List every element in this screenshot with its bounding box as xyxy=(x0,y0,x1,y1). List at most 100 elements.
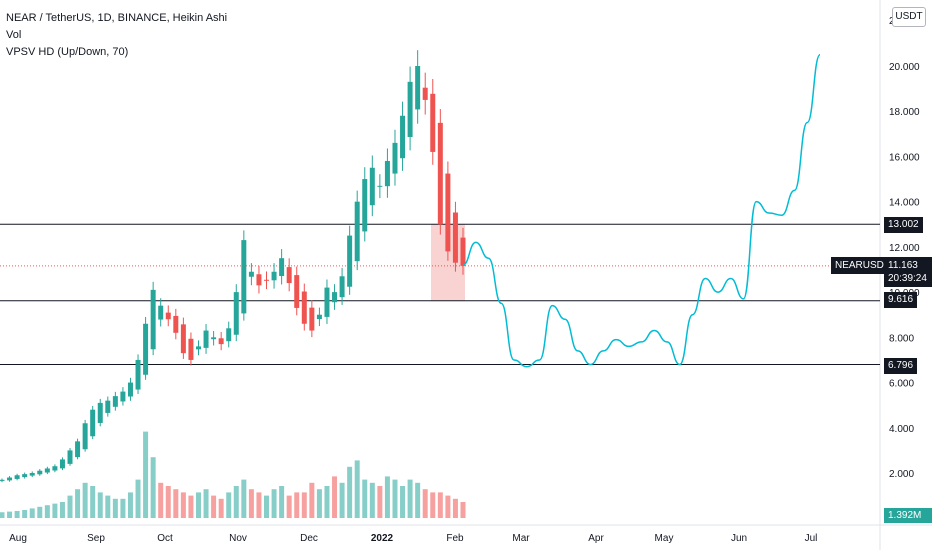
volume-bar xyxy=(362,479,368,518)
volume-bar xyxy=(22,510,28,518)
volume-bar xyxy=(279,486,285,518)
y-tick-label: 2.000 xyxy=(889,469,914,480)
currency-selector[interactable]: USDT xyxy=(892,7,926,27)
candle-body xyxy=(324,287,330,317)
candle-body xyxy=(241,240,247,314)
candle-body xyxy=(301,291,307,324)
candle-body xyxy=(384,160,390,187)
candle-body xyxy=(430,93,436,152)
volume-bar xyxy=(241,479,247,518)
candle-body xyxy=(316,314,322,320)
y-tick-label: 20.000 xyxy=(889,62,920,73)
y-tick-label: 12.000 xyxy=(889,243,920,254)
volume-bar xyxy=(271,489,277,518)
volume-bar xyxy=(188,495,194,518)
candle-body xyxy=(14,475,20,479)
candle-body xyxy=(195,346,201,350)
candle-body xyxy=(52,466,58,471)
volume-bar xyxy=(203,489,209,518)
volume-bar xyxy=(233,486,239,518)
candle-body xyxy=(173,315,179,333)
volume-bar xyxy=(377,486,383,518)
candle-body xyxy=(82,423,88,450)
volume-bar xyxy=(294,492,300,518)
volume-bar xyxy=(150,457,156,518)
volume-bar xyxy=(286,495,292,518)
volume-bar xyxy=(347,466,353,518)
y-tick-label: 18.000 xyxy=(889,107,920,118)
volume-bar xyxy=(158,482,164,518)
candle-body xyxy=(264,279,270,281)
candle-body xyxy=(415,66,421,110)
current-price-box: 11.163 20:39:24 xyxy=(884,257,932,287)
x-tick-label: Jun xyxy=(731,533,747,544)
volume-bar xyxy=(324,486,330,518)
candle-body xyxy=(362,179,368,232)
symbol-tag: NEARUSDT xyxy=(831,257,895,274)
volume-value: 1.392M xyxy=(884,508,932,523)
volume-bar xyxy=(301,492,307,518)
volume-bar xyxy=(400,486,406,518)
candle-body xyxy=(0,479,5,481)
projection-path xyxy=(462,53,821,368)
volume-bar xyxy=(165,486,171,518)
volume-bar xyxy=(127,492,133,518)
volume-bar xyxy=(392,479,398,518)
volume-bar xyxy=(452,498,458,518)
candle-body xyxy=(271,271,277,281)
candle-body xyxy=(29,473,35,476)
volume-bar xyxy=(135,479,141,518)
x-tick-label: Aug xyxy=(9,533,27,544)
volume-bar xyxy=(75,489,81,518)
candle-body xyxy=(143,323,149,375)
candle-body xyxy=(158,305,164,320)
volume-bar xyxy=(112,498,118,518)
volume-bar xyxy=(211,495,217,518)
candle-body xyxy=(165,312,171,320)
candle-body xyxy=(279,258,285,277)
x-tick-label: Apr xyxy=(588,533,604,544)
candle-body xyxy=(75,441,81,458)
volume-bar xyxy=(407,479,413,518)
volume-bar xyxy=(226,492,232,518)
level-label-13002: 13.002 xyxy=(884,217,923,233)
level-label-6796: 6.796 xyxy=(884,358,918,374)
legend-indicator: VPSV HD (Up/Down, 70) xyxy=(6,46,129,58)
candle-body xyxy=(226,328,232,342)
x-tick-label: Jul xyxy=(805,533,818,544)
candle-body xyxy=(309,307,315,331)
x-tick-label: May xyxy=(655,533,674,544)
candle-body xyxy=(188,338,194,360)
volume-bar xyxy=(29,508,35,518)
volume-bar xyxy=(97,492,103,518)
candle-body xyxy=(400,115,406,159)
y-tick-label: 6.000 xyxy=(889,379,914,390)
volume-bar xyxy=(422,489,428,518)
candle-body xyxy=(7,477,13,481)
x-tick-label: Sep xyxy=(87,533,105,544)
volume-bar xyxy=(120,498,126,518)
y-tick-label: 4.000 xyxy=(889,424,914,435)
volume-bar xyxy=(445,495,451,518)
volume-bar xyxy=(218,498,224,518)
volume-bar xyxy=(264,495,270,518)
candle-body xyxy=(377,185,383,187)
candle-body xyxy=(437,122,443,225)
volume-bar xyxy=(437,492,443,518)
y-tick-label: 8.000 xyxy=(889,333,914,344)
candle-body xyxy=(248,271,254,277)
candle-body xyxy=(392,142,398,174)
candle-body xyxy=(286,267,292,284)
candle-body xyxy=(369,167,375,206)
volume-bar xyxy=(316,489,322,518)
candle-body xyxy=(294,275,300,308)
volume-bar xyxy=(180,492,186,518)
candle-body xyxy=(120,391,126,402)
candle-body xyxy=(203,330,209,348)
volume-bar xyxy=(339,482,345,518)
candle-body xyxy=(339,276,345,298)
volume-bar xyxy=(384,476,390,518)
candle-body xyxy=(211,337,217,340)
legend-volume: Vol xyxy=(6,29,22,41)
